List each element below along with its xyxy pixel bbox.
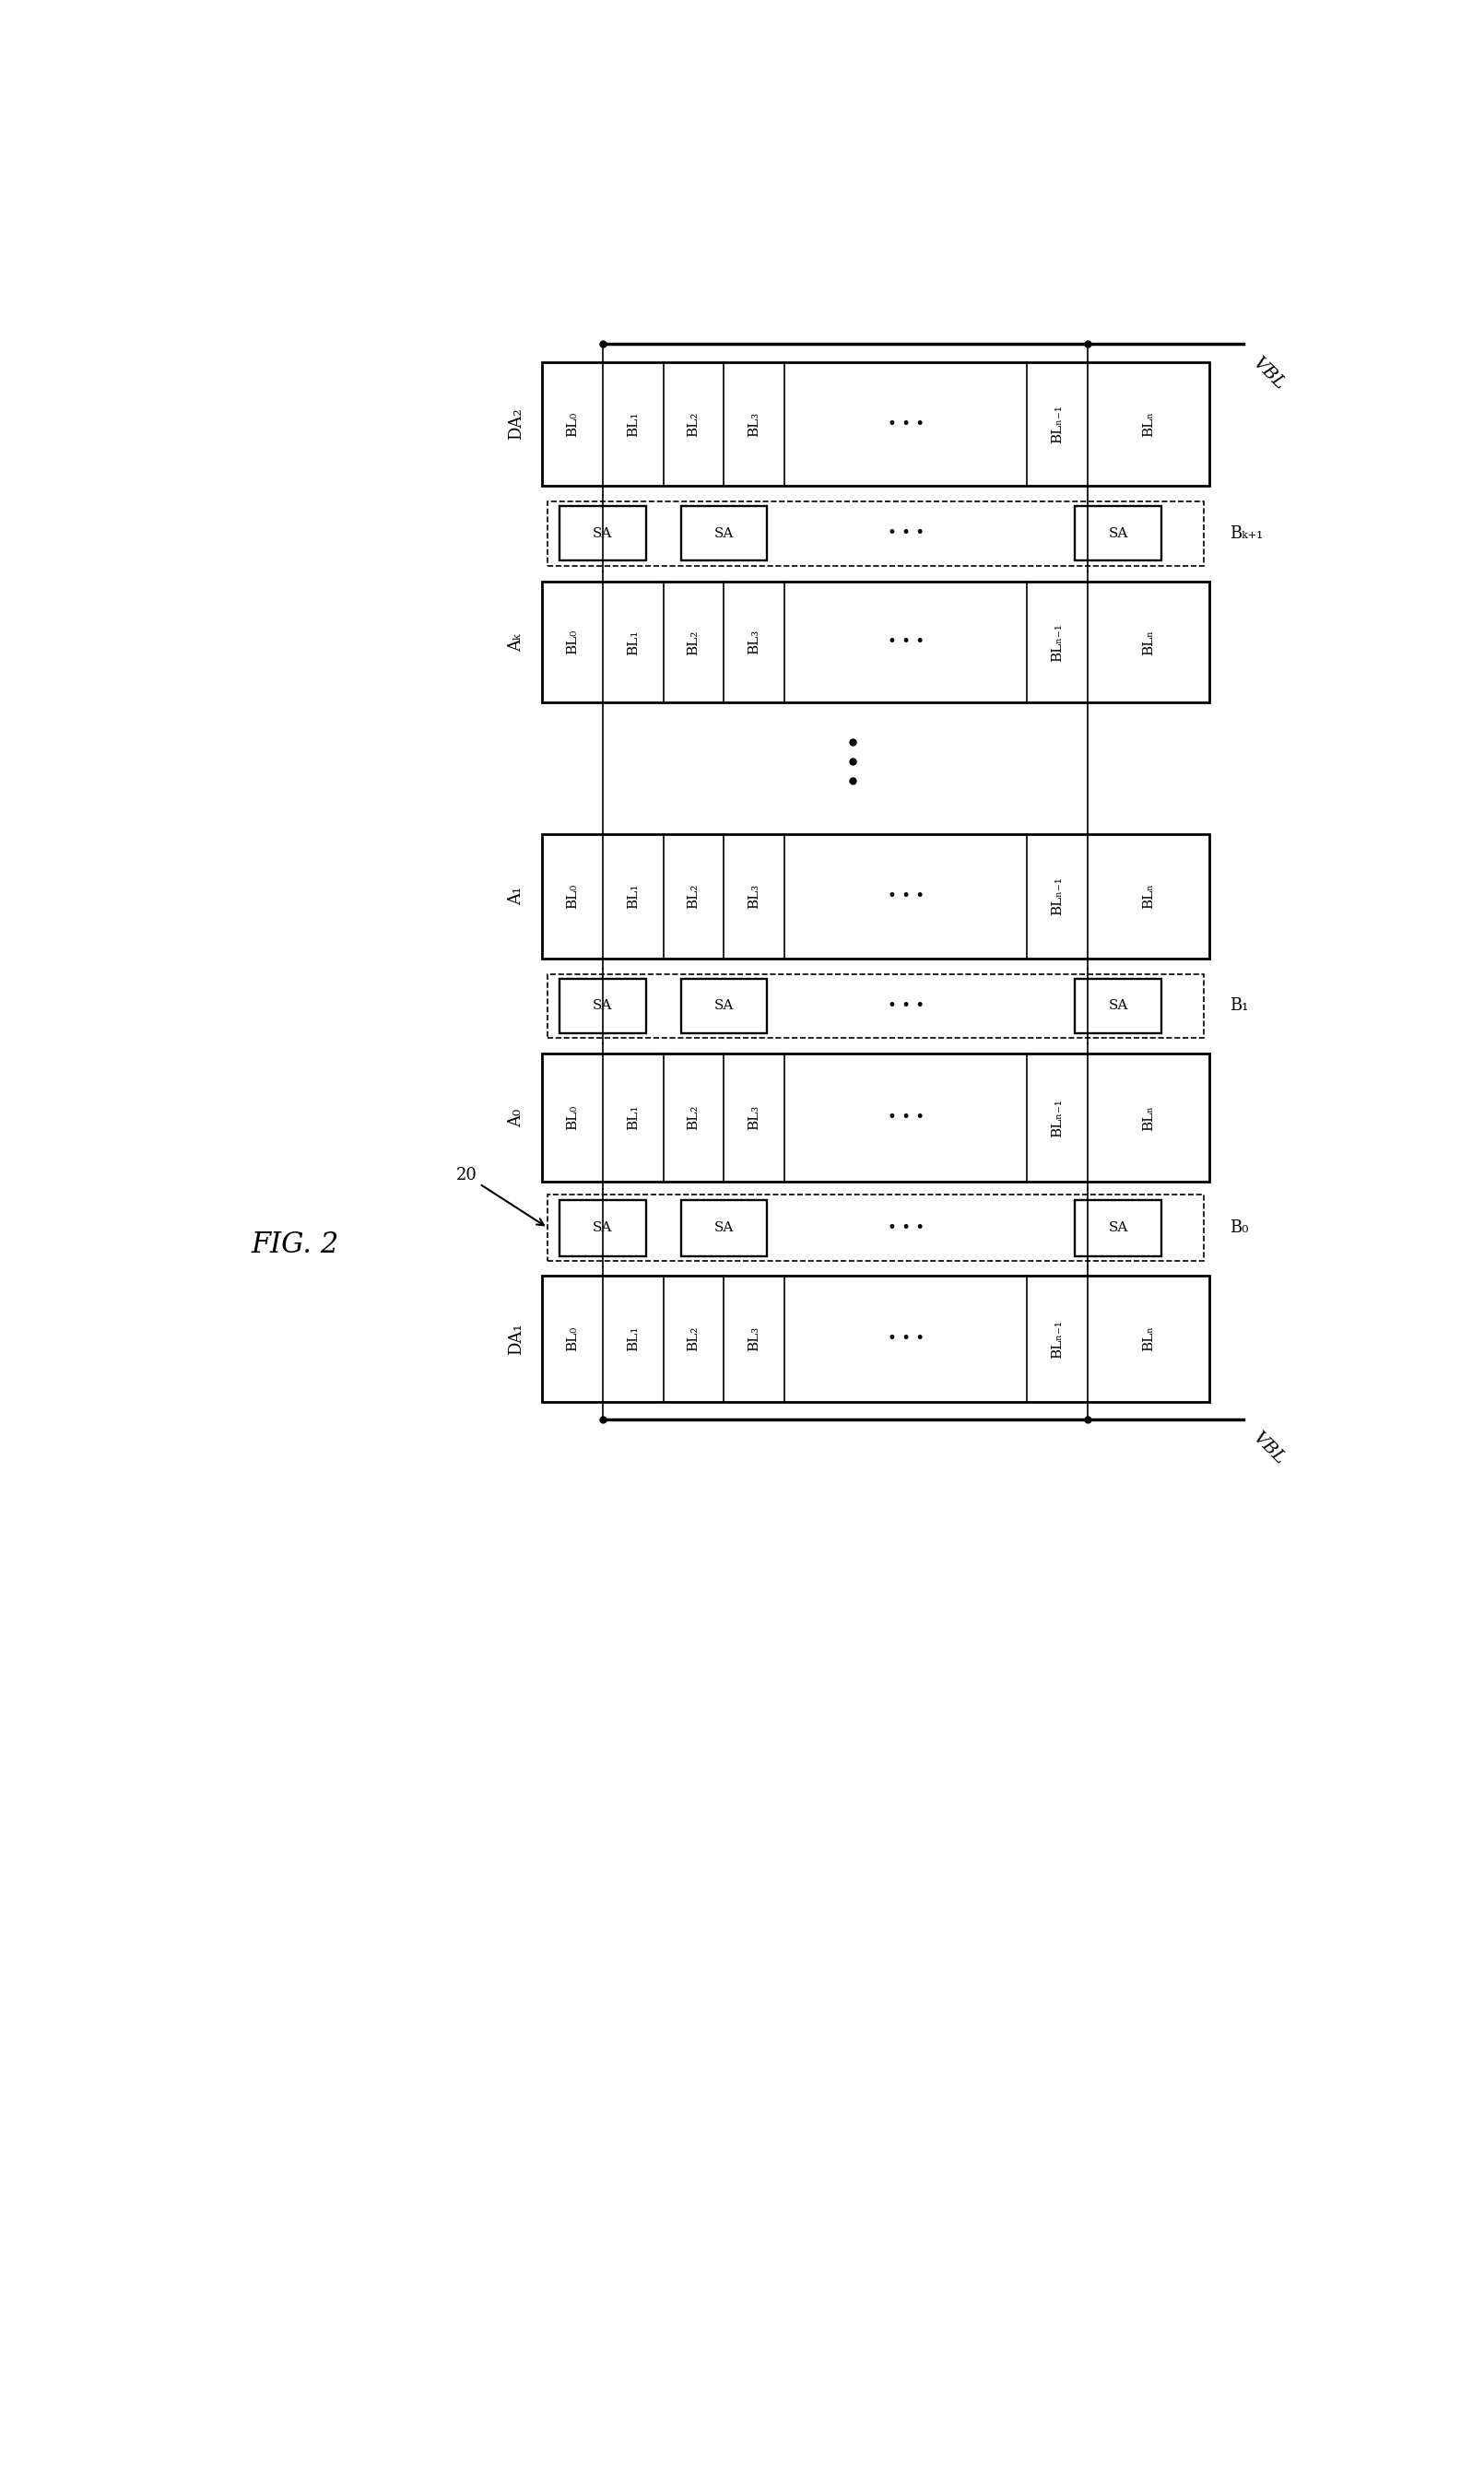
Text: BL₃: BL₃: [748, 1105, 761, 1130]
Text: SA: SA: [1109, 999, 1128, 1013]
Text: SA: SA: [592, 527, 613, 539]
Bar: [1074, 979, 1162, 1033]
Text: BL₂: BL₂: [687, 1326, 700, 1351]
Text: BL₂: BL₂: [687, 628, 700, 656]
Text: BL₁: BL₁: [626, 628, 640, 656]
Bar: [548, 974, 1204, 1038]
Text: SA: SA: [1109, 1222, 1128, 1235]
Text: BLₙ₋₁: BLₙ₋₁: [1051, 1098, 1064, 1138]
Bar: [542, 835, 1209, 959]
Text: DA₂: DA₂: [508, 407, 525, 440]
Text: SA: SA: [592, 999, 613, 1013]
Text: BLₙ₋₁: BLₙ₋₁: [1051, 1319, 1064, 1359]
Text: B₁: B₁: [1230, 999, 1248, 1013]
Text: BLₙ: BLₙ: [1143, 884, 1155, 909]
Text: BL₀: BL₀: [565, 884, 579, 909]
Text: SA: SA: [714, 527, 733, 539]
Text: A₀: A₀: [508, 1108, 525, 1128]
Text: Bₖ₊₁: Bₖ₊₁: [1230, 524, 1263, 542]
Text: • • •: • • •: [887, 417, 925, 432]
Text: VBL: VBL: [1250, 1428, 1288, 1468]
Text: VBL: VBL: [1250, 353, 1288, 392]
Bar: [1074, 1200, 1162, 1257]
Text: Aₖ: Aₖ: [508, 633, 525, 651]
Bar: [559, 979, 646, 1033]
Text: 20: 20: [456, 1167, 543, 1225]
Text: • • •: • • •: [887, 633, 925, 651]
Bar: [681, 979, 767, 1033]
Text: BLₙ₋₁: BLₙ₋₁: [1051, 623, 1064, 661]
Bar: [559, 507, 646, 561]
Text: DA₁: DA₁: [508, 1324, 525, 1354]
Text: B₀: B₀: [1230, 1220, 1248, 1237]
Text: • • •: • • •: [887, 999, 925, 1013]
Text: BL₀: BL₀: [565, 631, 579, 656]
Bar: [1074, 507, 1162, 561]
Text: BLₙ: BLₙ: [1143, 1326, 1155, 1351]
Bar: [548, 502, 1204, 566]
Text: BLₙ₋₁: BLₙ₋₁: [1051, 405, 1064, 442]
Text: BLₙ₋₁: BLₙ₋₁: [1051, 877, 1064, 914]
Text: BL₃: BL₃: [748, 1326, 761, 1351]
Text: • • •: • • •: [887, 1110, 925, 1125]
Text: BL₁: BL₁: [626, 884, 640, 909]
Bar: [542, 363, 1209, 487]
Text: SA: SA: [714, 999, 733, 1013]
Text: BLₙ: BLₙ: [1143, 628, 1155, 656]
Text: BL₁: BL₁: [626, 1326, 640, 1351]
Text: • • •: • • •: [887, 1220, 925, 1235]
Bar: [542, 1053, 1209, 1182]
Bar: [542, 581, 1209, 703]
Text: A₁: A₁: [508, 887, 525, 904]
Text: SA: SA: [714, 1222, 733, 1235]
Text: • • •: • • •: [887, 889, 925, 904]
Bar: [681, 1200, 767, 1257]
Text: BL₀: BL₀: [565, 1105, 579, 1130]
Text: BL₁: BL₁: [626, 412, 640, 437]
Bar: [542, 1277, 1209, 1401]
Bar: [681, 507, 767, 561]
Bar: [548, 1195, 1204, 1262]
Text: FIG. 2: FIG. 2: [251, 1230, 338, 1259]
Text: BLₙ: BLₙ: [1143, 412, 1155, 437]
Text: BL₃: BL₃: [748, 412, 761, 437]
Bar: [559, 1200, 646, 1257]
Text: BL₂: BL₂: [687, 412, 700, 437]
Text: BL₂: BL₂: [687, 1105, 700, 1130]
Text: BL₃: BL₃: [748, 631, 761, 656]
Text: • • •: • • •: [887, 1331, 925, 1346]
Text: BL₀: BL₀: [565, 412, 579, 437]
Text: BLₙ: BLₙ: [1143, 1105, 1155, 1130]
Text: BL₃: BL₃: [748, 884, 761, 909]
Text: • • •: • • •: [887, 527, 925, 542]
Text: BL₂: BL₂: [687, 884, 700, 909]
Text: BL₁: BL₁: [626, 1105, 640, 1130]
Text: SA: SA: [592, 1222, 613, 1235]
Text: BL₀: BL₀: [565, 1326, 579, 1351]
Text: SA: SA: [1109, 527, 1128, 539]
